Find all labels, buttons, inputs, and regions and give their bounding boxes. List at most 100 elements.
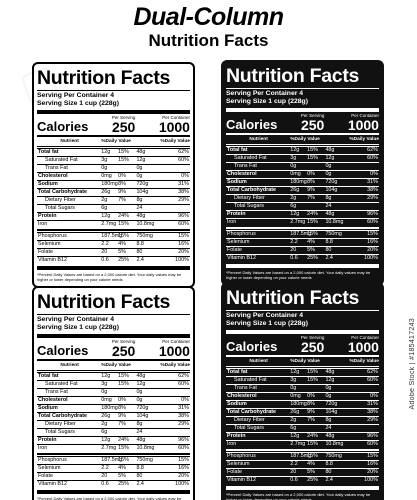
nutrient-name: Vitamin B12 (227, 477, 256, 483)
dv-serving: 15% (307, 453, 318, 459)
footnote: *Percent Daily Values are based on a 2,0… (37, 496, 182, 500)
amount-serving: 2.2 (101, 241, 109, 247)
nutrient-name: Sodium (38, 181, 58, 187)
col-nutrient: Nutrient (249, 359, 268, 364)
dv-container: 60% (178, 157, 189, 163)
nutrient-row: Total fat 12g 15% 48g 62% (37, 148, 190, 156)
stock-id-text: Adobe Stock | #185417243 (409, 318, 416, 410)
amount-container: 0g (136, 397, 143, 403)
dv-serving: 9% (118, 413, 126, 419)
nutrient-name: Saturated Fat (234, 377, 267, 383)
nutrient-row: Trans Fat 0g 0g (226, 162, 379, 170)
dv-serving: 0% (307, 393, 315, 399)
footnote: *Percent Daily Values are based on a 2,0… (226, 270, 371, 280)
nutrient-row: Saturated Fat 3g 15% 12g 60% (37, 380, 190, 388)
amount-container: 2.4 (136, 481, 144, 487)
nutrient-name: Selenium (227, 461, 250, 467)
divider (37, 453, 190, 455)
dv-container: 60% (367, 155, 378, 161)
dv-container: 31% (367, 179, 378, 185)
amount-container: 8.8 (136, 465, 144, 471)
dv-serving: 8% (307, 179, 315, 185)
divider (37, 359, 190, 361)
nutrient-name: Total Sugars (234, 203, 264, 209)
nutrient-name: Selenium (38, 241, 61, 247)
amount-container: 0g (136, 173, 143, 179)
dv-serving: 8% (307, 401, 315, 407)
dv-container: 62% (367, 147, 378, 153)
dv-serving: 15% (118, 445, 129, 451)
calories-serving-value: 250 (111, 343, 136, 359)
nutrient-row: Vitamin B12 0.6 25% 2.4 100% (37, 256, 190, 264)
nutrient-row: Protein 12g 24% 48g 96% (37, 436, 190, 444)
amount-serving: 12g (290, 433, 300, 439)
amount-serving: 26g (101, 413, 111, 419)
nutrient-row: Folate 20 5% 80 20% (226, 246, 379, 254)
nutrient-row: Dietary Fiber 2g 7% 8g 29% (37, 420, 190, 428)
divider (37, 90, 190, 91)
amount-container: 2.4 (136, 257, 144, 263)
amount-container: 80 (136, 249, 143, 255)
nutrient-name: Iron (227, 441, 237, 447)
amount-container: 10.8mg (325, 441, 344, 447)
nutrient-name: Saturated Fat (234, 155, 267, 161)
nutrient-row: Trans Fat 0g 0g (226, 384, 379, 392)
nutrient-row: Cholesterol 0mg 0% 0g 0% (37, 172, 190, 180)
per-container-caption: Per Container (351, 335, 379, 340)
amount-container: 12g (136, 381, 146, 387)
dv-serving: 24% (307, 433, 318, 439)
nutrient-name: Folate (227, 247, 242, 253)
dv-container: 15% (178, 457, 189, 463)
dv-container: 100% (175, 481, 189, 487)
amount-serving: 20 (101, 473, 108, 479)
nutrient-row: Total Sugars 6g 24 (226, 424, 379, 432)
amount-container: 48g (136, 213, 146, 219)
dv-container: 0% (370, 393, 378, 399)
per-serving-caption: Per Serving (300, 113, 325, 118)
nutrient-row: Iron 2.7mg 15% 10.8mg 60% (37, 444, 190, 452)
nutrient-name: Folate (227, 469, 242, 475)
amount-container: 0g (325, 163, 332, 169)
dv-serving: 25% (307, 477, 318, 483)
amount-container: 750mg (136, 457, 153, 463)
dv-container: 31% (367, 401, 378, 407)
servings-per-container: Serving Per Container 4 (37, 316, 115, 323)
divider (37, 146, 190, 147)
dv-serving: 15% (118, 381, 129, 387)
dv-serving: 7% (118, 197, 126, 203)
label-title: Nutrition Facts (37, 67, 171, 89)
dv-container (159, 389, 190, 396)
dv-container: 96% (178, 213, 189, 219)
amount-container: 104g (136, 189, 149, 195)
nutrient-name: Saturated Fat (45, 157, 78, 163)
nutrient-name: Sodium (227, 401, 247, 407)
dv-serving: 24% (118, 213, 129, 219)
calories-label: Calories (37, 343, 89, 358)
calories-row: Calories Per Serving 250 Per Container 1… (37, 115, 190, 134)
amount-serving: 187.5mg (290, 231, 312, 237)
dv-serving: 24% (307, 211, 318, 217)
amount-container: 8.8 (136, 241, 144, 247)
nutrient-name: Vitamin B12 (38, 481, 67, 487)
dv-container: 20% (178, 249, 189, 255)
dv-container: 38% (178, 413, 189, 419)
amount-serving: 12g (290, 147, 300, 153)
amount-container: 104g (136, 413, 149, 419)
dv-container (348, 163, 379, 170)
amount-serving: 187.5mg (101, 233, 123, 239)
amount-serving: 6g (290, 203, 297, 209)
dv-serving (118, 429, 136, 436)
amount-container: 8g (136, 197, 143, 203)
amount-container: 12g (325, 377, 335, 383)
amount-container: 0g (325, 385, 332, 391)
dv-container: 60% (367, 441, 378, 447)
dv-container: 20% (367, 469, 378, 475)
amount-serving: 0g (290, 385, 297, 391)
nutrient-row: Total fat 12g 15% 48g 62% (226, 146, 379, 154)
amount-serving: 2.7mg (290, 219, 306, 225)
amount-serving: 20 (290, 469, 297, 475)
calories-container-value: 1000 (347, 117, 379, 133)
nutrient-name: Phosphorus (227, 231, 256, 237)
nutrient-name: Total fat (227, 147, 248, 153)
nutrient-row: Protein 12g 24% 48g 96% (226, 432, 379, 440)
